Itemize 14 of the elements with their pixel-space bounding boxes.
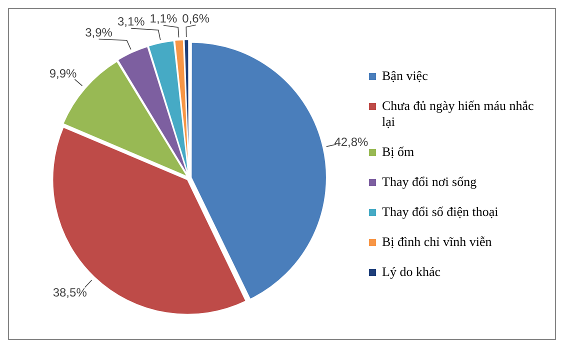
data-label: 3,9% xyxy=(85,25,113,40)
data-label: 42,8% xyxy=(334,134,369,149)
legend-label: Bị ốm xyxy=(382,144,414,160)
data-label: 38,5% xyxy=(52,285,88,300)
legend-label: Lý do khác xyxy=(382,264,440,280)
legend-label: Chưa đủ ngày hiến máu nhắc lại xyxy=(382,98,535,130)
legend-label: Thay đổi số điện thoại xyxy=(382,204,498,220)
data-label: 0,6% xyxy=(182,11,210,26)
data-label: 9,9% xyxy=(49,66,78,80)
legend-label: Bị đình chỉ vĩnh viễn xyxy=(382,234,492,250)
legend-label: Thay đổi nơi sống xyxy=(382,174,477,190)
data-label: 3,1% xyxy=(117,14,146,29)
data-label: 1,1% xyxy=(150,12,178,26)
legend-label: Bận việc xyxy=(382,68,428,84)
